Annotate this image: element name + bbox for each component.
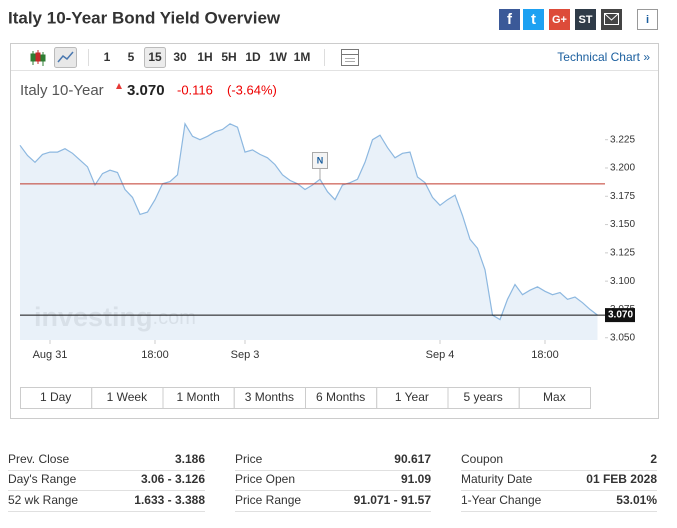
y-tick-label: 3.125 [610, 247, 635, 258]
stat-label: 52 wk Range [8, 493, 78, 507]
share-button-label: i [646, 14, 649, 26]
interval-button[interactable]: 1 [104, 50, 111, 64]
range-button-label: 3 Months [245, 390, 294, 404]
x-tick-label: Aug 31 [33, 349, 68, 361]
stat-label: Coupon [461, 452, 503, 466]
change: -0.116 [177, 82, 213, 97]
stat-value: 91.071 - 91.57 [354, 493, 432, 507]
x-tick-label: 18:00 [141, 349, 169, 361]
y-tick-label: 3.100 [610, 276, 635, 287]
interval-button[interactable]: 30 [173, 50, 187, 64]
y-tick-label: 3.050 [610, 332, 635, 343]
area-fill [20, 123, 598, 340]
y-tick-label: 3.150 [610, 219, 635, 230]
range-button-label: 5 years [463, 390, 502, 404]
stat-label: Price [235, 452, 263, 466]
stat-value: 3.06 - 3.126 [141, 472, 205, 486]
change-percent: (-3.64%) [227, 82, 277, 97]
y-tick-label: 3.200 [610, 163, 635, 174]
price: 3.070 [127, 82, 165, 99]
interval-selected [144, 47, 166, 68]
instrument-name: Italy 10-Year [20, 82, 104, 99]
share-button-label: ST [578, 14, 592, 26]
stat-label: 1-Year Change [461, 493, 542, 507]
calendar-icon[interactable] [341, 49, 359, 66]
range-button-label: 1 Week [107, 390, 148, 404]
stat-value: 53.01% [616, 493, 657, 507]
technical-chart-link[interactable]: Technical Chart » [557, 50, 650, 64]
range-button-label: 1 Year [395, 390, 429, 404]
stat-value: 3.186 [175, 452, 205, 466]
share-button[interactable] [575, 9, 596, 30]
interval-button[interactable]: 1M [294, 50, 311, 64]
range-button-label: 1 Month [176, 390, 219, 404]
interval-button[interactable]: 1D [245, 50, 261, 64]
interval-button[interactable]: 1W [269, 50, 288, 64]
x-tick-label: Sep 3 [231, 349, 260, 361]
interval-button[interactable]: 15 [148, 50, 162, 64]
interval-button[interactable]: 5 [128, 50, 135, 64]
share-button[interactable] [523, 9, 544, 30]
stat-label: Maturity Date [461, 472, 533, 486]
x-tick-label: Sep 4 [426, 349, 455, 361]
down-marker [116, 83, 122, 89]
share-button-label: f [507, 11, 513, 28]
price-line [19, 122, 598, 321]
stat-value: 01 FEB 2028 [586, 472, 657, 486]
line-icon-glyph [57, 51, 74, 63]
stat-value: 1.633 - 3.388 [134, 493, 205, 507]
candle-icon[interactable] [30, 50, 46, 66]
stat-label: Prev. Close [8, 452, 69, 466]
interval-button[interactable]: 5H [221, 50, 236, 64]
stat-label: Price Range [235, 493, 301, 507]
stat-value: 90.617 [394, 452, 431, 466]
range-button[interactable] [518, 387, 591, 409]
stat-label: Day's Range [8, 472, 77, 486]
y-tick-label: 3.175 [610, 191, 635, 202]
interval-button[interactable]: 1H [197, 50, 212, 64]
share-button[interactable] [549, 9, 570, 30]
annotation: N [317, 155, 324, 165]
page-title: Italy 10-Year Bond Yield Overview [8, 8, 281, 27]
share-button-label: t [531, 11, 536, 28]
share-button-label: G+ [552, 14, 567, 26]
y-tick-label: 3.225 [610, 134, 635, 145]
stat-value: 91.09 [401, 472, 431, 486]
current-price-label: 3.070 [608, 310, 633, 321]
x-tick-label: 18:00 [531, 349, 559, 361]
current-price-box [605, 308, 635, 323]
annotation-flag[interactable] [312, 152, 328, 169]
stat-label: Price Open [235, 472, 295, 486]
share-button[interactable] [499, 9, 520, 30]
range-button-label: 1 Day [40, 390, 71, 404]
stat-value: 2 [650, 452, 657, 466]
mail-button[interactable] [601, 9, 622, 30]
range-button-label: 6 Months [316, 390, 365, 404]
share-button[interactable] [637, 9, 658, 30]
range-button-label: Max [543, 390, 566, 404]
